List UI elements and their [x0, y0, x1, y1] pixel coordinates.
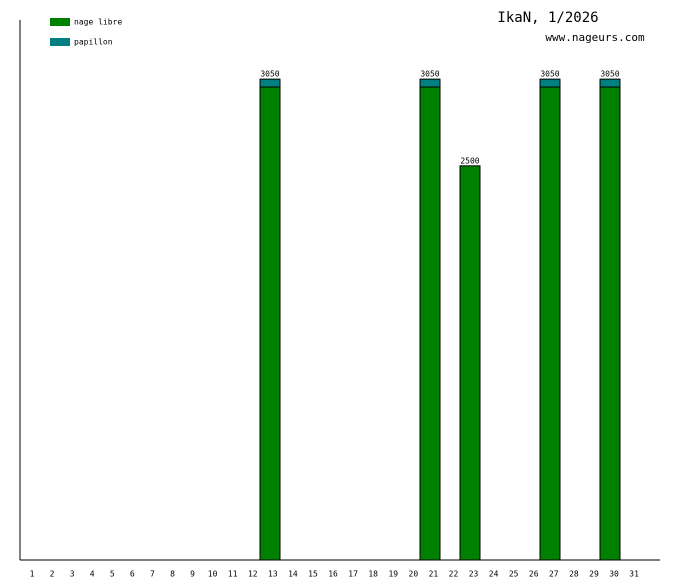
x-tick-label: 29	[589, 570, 599, 579]
bar-segment	[599, 86, 621, 561]
bar-segment	[259, 78, 281, 88]
x-tick-label: 27	[549, 570, 559, 579]
legend-label: nage libre	[74, 18, 122, 27]
x-tick-label: 11	[228, 570, 238, 579]
bar-segment	[459, 165, 481, 561]
total-label: 3050	[600, 70, 619, 79]
x-tick-label: 3	[70, 570, 75, 579]
x-tick-label: 2	[50, 570, 55, 579]
bar-segment	[539, 78, 561, 88]
total-label: 2500	[460, 156, 479, 165]
bar-segment	[599, 78, 621, 88]
x-tick-label: 15	[308, 570, 318, 579]
x-tick-label: 16	[328, 570, 338, 579]
x-tick-label: 19	[388, 570, 398, 579]
x-tick-label: 30	[609, 570, 619, 579]
bar-segment	[419, 86, 441, 561]
x-tick-label: 20	[409, 570, 419, 579]
x-tick-label: 17	[348, 570, 358, 579]
x-tick-label: 4	[90, 570, 95, 579]
chart-title: IkaN, 1/2026	[497, 10, 598, 26]
bar-segment	[539, 86, 561, 561]
x-tick-label: 10	[208, 570, 218, 579]
x-tick-label: 24	[489, 570, 499, 579]
x-tick-label: 31	[629, 570, 639, 579]
x-tick-label: 23	[469, 570, 479, 579]
x-tick-label: 5	[110, 570, 115, 579]
bar-segment	[259, 86, 281, 561]
legend-swatch	[50, 18, 70, 26]
x-tick-label: 13	[268, 570, 278, 579]
x-tick-label: 26	[529, 570, 539, 579]
x-tick-label: 22	[449, 570, 459, 579]
bar-segment	[419, 78, 441, 88]
x-tick-label: 8	[170, 570, 175, 579]
x-tick-label: 25	[509, 570, 519, 579]
legend-swatch	[50, 38, 70, 46]
x-tick-label: 6	[130, 570, 135, 579]
total-label: 3050	[540, 70, 559, 79]
x-tick-label: 28	[569, 570, 579, 579]
x-tick-label: 12	[248, 570, 258, 579]
x-tick-label: 1	[30, 570, 35, 579]
x-tick-label: 21	[429, 570, 439, 579]
x-tick-label: 7	[150, 570, 155, 579]
total-label: 3050	[420, 70, 439, 79]
total-label: 3050	[260, 70, 279, 79]
x-tick-label: 18	[368, 570, 378, 579]
x-tick-label: 14	[288, 570, 298, 579]
chart-subtitle: www.nageurs.com	[545, 31, 645, 44]
legend-label: papillon	[74, 38, 113, 47]
x-tick-label: 9	[190, 570, 195, 579]
